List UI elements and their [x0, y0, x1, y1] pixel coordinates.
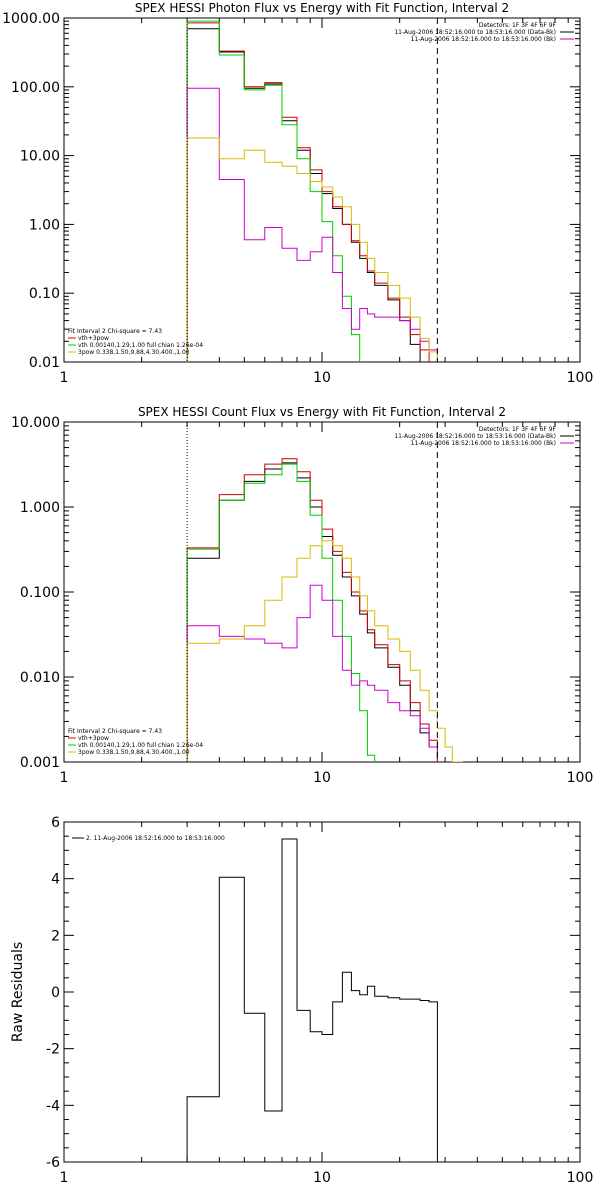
x-tick-label: 100 — [567, 770, 594, 786]
legend-text: 2. 11-Aug-2006 18:52:16.000 to 18:53:16.… — [86, 835, 225, 842]
chart-title: SPEX HESSI Count Flux vs Energy with Fit… — [138, 405, 506, 419]
y-tick-label: 4 — [51, 872, 60, 888]
series-line — [186, 22, 430, 362]
y-tick-label: -2 — [46, 1042, 60, 1058]
chart-title: SPEX HESSI Photon Flux vs Energy with Fi… — [135, 1, 509, 15]
x-tick-label: 10 — [313, 1170, 331, 1186]
y-tick-label: 0.10 — [29, 286, 60, 302]
legend-text: Detectors: 1F 3F 4F 6F 9F — [479, 22, 557, 29]
legend-text: 11-Aug-2006 18:52:16.000 to 18:53:16.000… — [411, 36, 556, 43]
series-line — [186, 584, 438, 762]
legend-text: vth 0.00140,1.29,1.00 full chian 1.26e-0… — [78, 742, 203, 749]
legend-text: vth 0.00140,1.29,1.00 full chian 1.26e-0… — [78, 342, 203, 349]
residuals-chart: 1 10 100 -6 -4 -2 0 2 4 6 Raw Residuals 2. 11-Aug-2… — [10, 815, 594, 1186]
series-line — [186, 137, 438, 362]
y-tick-label: 10.00 — [20, 149, 60, 165]
series-line — [186, 463, 376, 762]
legend-text: vth+3pow — [78, 735, 109, 742]
x-tick-label: 10 — [313, 770, 331, 786]
y-axis-label: Raw Residuals — [10, 942, 26, 1042]
x-tick-label: 1 — [60, 770, 69, 786]
series-line — [186, 540, 463, 762]
series-line — [186, 838, 438, 1162]
count-flux-chart: SPEX HESSI Count Flux vs Energy with Fit… — [11, 405, 594, 786]
y-tick-label: 10.000 — [11, 415, 60, 431]
y-tick-label: 0.01 — [29, 355, 60, 371]
y-tick-label: 0.010 — [20, 670, 60, 686]
y-tick-label: 100.00 — [11, 80, 60, 96]
x-tick-label: 100 — [567, 370, 594, 386]
legend-text: Detectors: 1F 3F 4F 6F 9F — [479, 426, 557, 433]
x-tick-label: 1 — [60, 370, 69, 386]
y-tick-label: 6 — [51, 815, 60, 831]
y-tick-label: 1.000 — [20, 500, 60, 516]
series-line — [186, 462, 438, 762]
series-line — [186, 458, 438, 762]
y-tick-label: 1000.00 — [2, 11, 60, 27]
legend-text: 11-Aug-2006 18:52:16.000 to 18:53:16.000… — [394, 433, 556, 440]
y-tick-label: -6 — [46, 1155, 60, 1171]
series-line — [186, 28, 430, 362]
y-tick-label: 0 — [51, 985, 60, 1001]
photon-flux-chart: SPEX HESSI Photon Flux vs Energy with Fi… — [2, 1, 594, 386]
legend-text: 11-Aug-2006 18:52:16.000 to 18:53:16.000… — [394, 29, 556, 36]
y-tick-label: -4 — [46, 1098, 60, 1114]
legend-text: 3pow 0.338,1.50,9.88,4.30,400.,1.00 — [78, 349, 190, 356]
legend-text: 3pow 0.338,1.50,9.88,4.30,400.,1.00 — [78, 749, 190, 756]
y-tick-label: 1.00 — [29, 217, 60, 233]
x-tick-label: 1 — [60, 1170, 69, 1186]
y-tick-label: 0.001 — [20, 755, 60, 771]
legend-text: Fit Interval 2 Chi-square = 7.43 — [68, 328, 162, 335]
legend-text: 11-Aug-2006 18:52:16.000 to 18:53:16.000… — [411, 440, 556, 447]
x-tick-label: 10 — [313, 370, 331, 386]
legend-text: Fit Interval 2 Chi-square = 7.43 — [68, 728, 162, 735]
y-tick-label: 2 — [51, 928, 60, 944]
legend-text: vth+3pow — [78, 335, 109, 342]
x-tick-label: 100 — [567, 1170, 594, 1186]
y-tick-label: 0.100 — [20, 585, 60, 601]
series-line — [186, 87, 438, 362]
plot-frame — [63, 821, 581, 1163]
series-line — [186, 20, 361, 362]
